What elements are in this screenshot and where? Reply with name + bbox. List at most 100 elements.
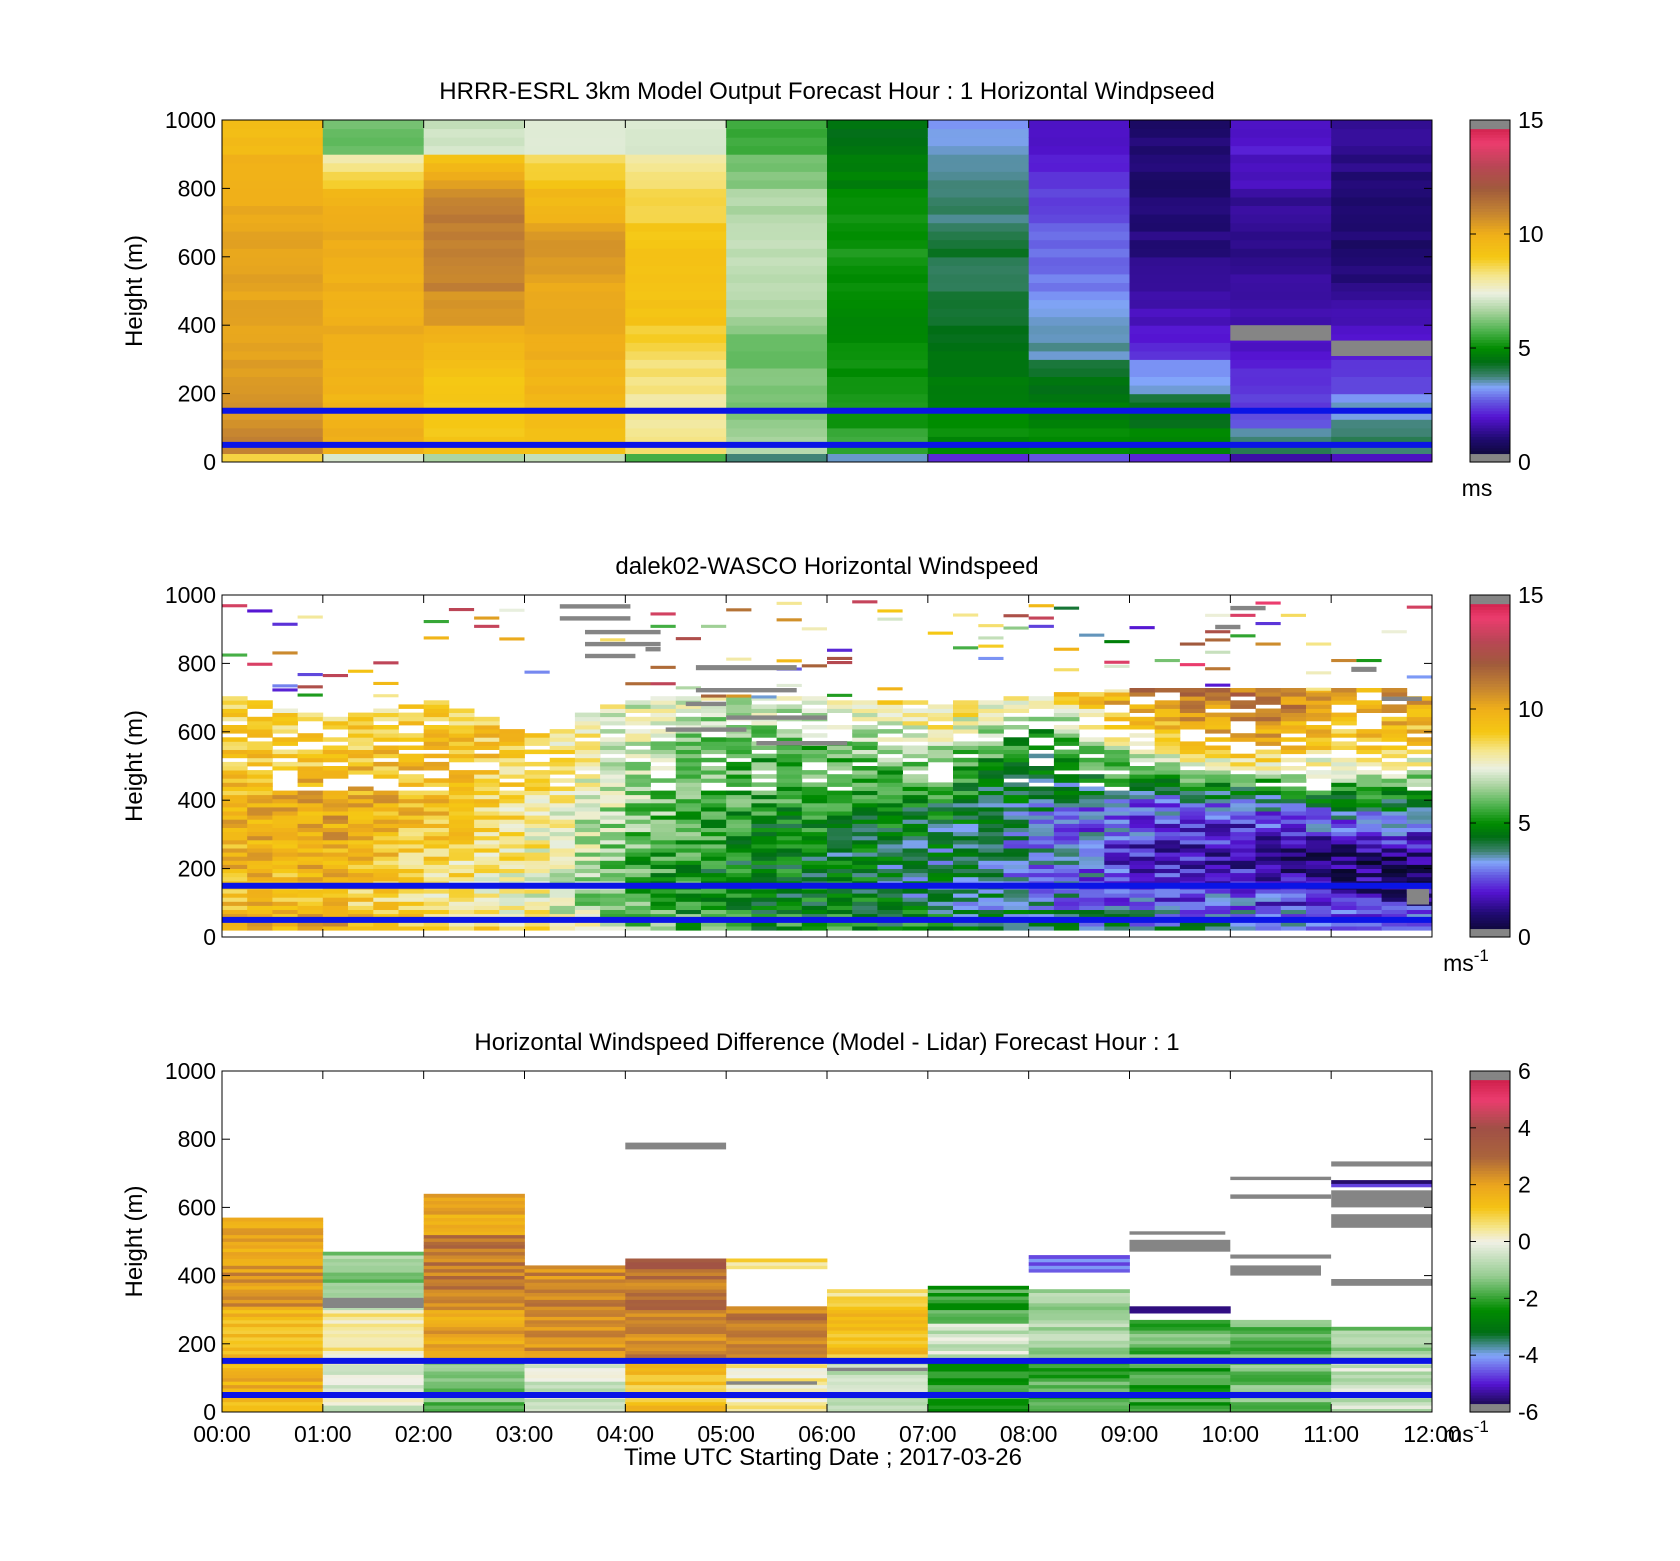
heatmap-cell: [726, 860, 752, 865]
heatmap-cell: [423, 1255, 525, 1259]
colorbar-cell: [1470, 1196, 1510, 1200]
colorbar-cell: [1470, 1312, 1510, 1316]
colorbar-cell: [1470, 1403, 1510, 1407]
heatmap-cell: [852, 794, 878, 800]
colorbar-cell: [1470, 899, 1510, 904]
heatmap-cell: [1129, 807, 1156, 812]
heatmap-cell: [927, 733, 954, 738]
heatmap-cell: [322, 1292, 424, 1297]
heatmap-cell: [1381, 725, 1408, 730]
colorbar-cell: [1470, 177, 1510, 181]
heatmap-cell: [297, 848, 324, 853]
heatmap-cell: [423, 1350, 525, 1355]
heatmap-cell: [625, 273, 727, 283]
heatmap-cell: [272, 729, 298, 734]
heatmap-cell: [751, 876, 777, 882]
heatmap-cell: [1129, 692, 1156, 697]
heatmap-cell: [1003, 811, 1030, 816]
heatmap-cell: [1129, 154, 1231, 164]
heatmap-cell: [1028, 231, 1130, 241]
heatmap-cell: [1053, 733, 1080, 738]
heatmap-cell: [827, 1323, 929, 1328]
heatmap-cell: [1230, 385, 1332, 395]
heatmap-cell: [1356, 700, 1382, 705]
heatmap-cell: [953, 852, 979, 857]
colorbar-cell: [1470, 1235, 1510, 1240]
nodata-bar: [1230, 1254, 1332, 1259]
heatmap-cell: [625, 1302, 727, 1307]
heatmap-cell: [247, 770, 273, 775]
heatmap-cell: [524, 844, 551, 849]
heatmap-cell: [927, 1337, 1029, 1341]
heatmap-cell: [1028, 860, 1055, 865]
heatmap-cell: [222, 1221, 324, 1225]
colorbar-cell: [1470, 691, 1510, 696]
heatmap-cell: [398, 893, 425, 898]
colorbar-cell: [1470, 714, 1510, 719]
heatmap-cell: [322, 273, 425, 283]
heatmap-cell: [625, 1299, 727, 1304]
heatmap-cell: [927, 725, 954, 730]
heatmap-cell: [222, 1377, 324, 1382]
heatmap-cell: [499, 831, 525, 837]
heatmap-cell: [675, 815, 702, 820]
heatmap-cell: [1129, 1330, 1231, 1334]
heatmap-cell: [272, 761, 298, 767]
heatmap-cell: [1053, 860, 1080, 865]
heatmap-cell: [398, 860, 425, 865]
heatmap-cell: [524, 316, 626, 326]
heatmap-cell: [1255, 725, 1282, 730]
heatmap-cell: [1129, 1343, 1231, 1348]
heatmap-cell: [1306, 823, 1332, 828]
heatmap-cell: [222, 273, 324, 283]
heatmap-cell: [549, 860, 576, 865]
heatmap-cell: [1255, 688, 1282, 693]
heatmap-cell: [1230, 1377, 1332, 1382]
colorbar-cell: [1470, 825, 1510, 830]
heatmap-cell: [978, 729, 1004, 734]
heatmap-cell: [222, 1309, 324, 1314]
heatmap-cell: [1331, 1180, 1433, 1184]
heatmap-cell: [423, 876, 450, 882]
heatmap-cell: [1356, 708, 1382, 713]
heatmap-cell: [1230, 757, 1256, 763]
heatmap-cell: [1104, 909, 1130, 915]
heatmap-cell: [398, 720, 425, 726]
heatmap-cell: [852, 786, 878, 791]
heatmap-cell: [297, 827, 324, 833]
heatmap-cell: [776, 749, 803, 755]
heatmap-cell: [499, 733, 525, 738]
heatmap-cell: [222, 1248, 324, 1253]
colorbar-cell: [1470, 385, 1510, 389]
heatmap-cell: [827, 196, 929, 206]
heatmap-cell: [726, 402, 828, 412]
heatmap-cell: [423, 1285, 525, 1290]
heatmap-cell: [499, 737, 525, 742]
heatmap-cell: [1230, 753, 1256, 759]
heatmap-cell: [1331, 308, 1433, 318]
heatmap-cell: [650, 720, 677, 726]
heatmap-cell: [423, 265, 525, 275]
colorbar-cell: [1470, 917, 1510, 921]
heatmap-cell: [927, 901, 954, 906]
heatmap-cell: [322, 256, 425, 266]
colorbar-cell: [1470, 757, 1510, 761]
heatmap-cell: [625, 419, 727, 429]
heatmap-cell: [852, 926, 878, 931]
heatmap-cell: [675, 844, 702, 849]
colorbar-cell: [1470, 1380, 1510, 1385]
heatmap-cell: [1356, 770, 1382, 775]
heatmap-cell: [1053, 827, 1080, 833]
heatmap-cell: [1028, 819, 1055, 824]
heatmap-cell: [247, 893, 273, 898]
heatmap-cell: [1129, 196, 1231, 206]
heatmap-cell: [549, 778, 576, 783]
heatmap-cell: [625, 774, 651, 779]
heatmap-cell: [1104, 913, 1130, 919]
heatmap-cell: [1104, 835, 1130, 841]
heatmap-cell: [1356, 745, 1382, 750]
heatmap-cell: [348, 725, 374, 730]
heatmap-cell: [625, 897, 651, 902]
heatmap-cell: [499, 868, 525, 874]
heatmap-cell: [600, 876, 626, 882]
